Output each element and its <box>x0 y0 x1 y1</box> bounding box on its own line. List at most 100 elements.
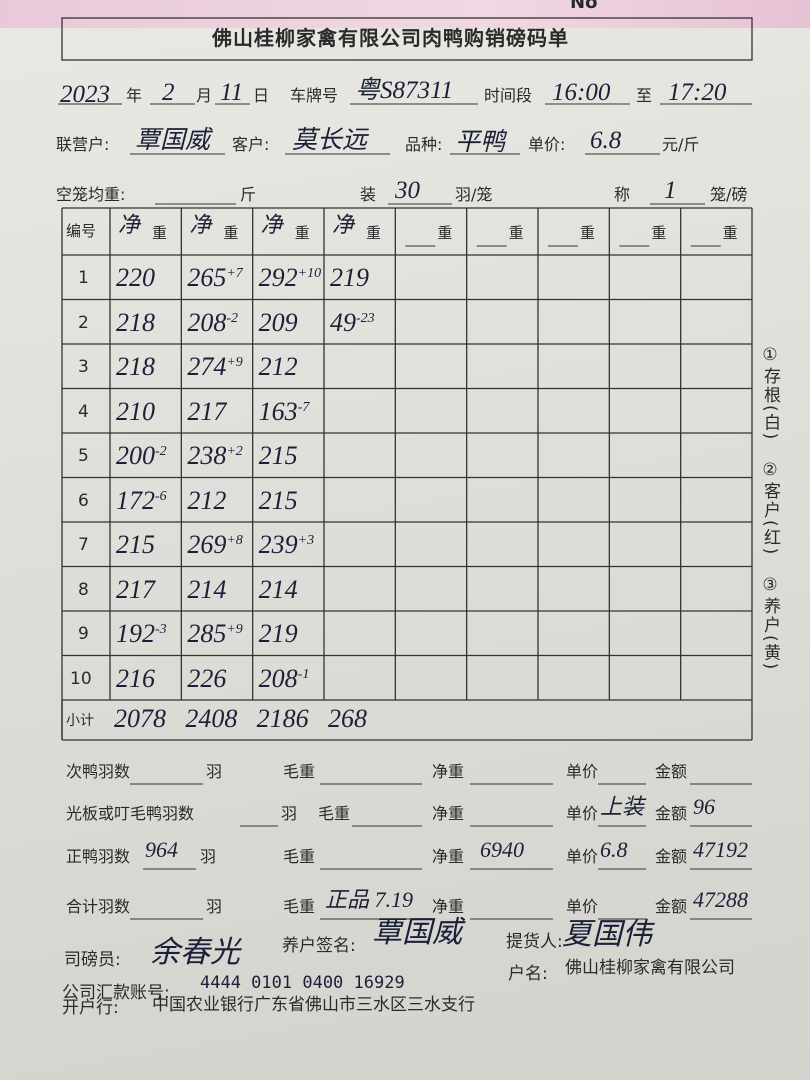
cell-value: 214 <box>187 574 227 604</box>
amount: 96 <box>693 794 715 819</box>
pack-unit: 羽/笼 <box>455 185 493 204</box>
form-title: 佛山桂柳家禽有限公司肉鸭购销磅码单 <box>212 26 569 50</box>
cell-value: 172-6 <box>116 485 167 515</box>
row-index: 5 <box>78 446 89 466</box>
row-index: 9 <box>78 624 89 644</box>
weigh: 1 <box>664 177 677 204</box>
cell-value: 208-2 <box>187 307 238 337</box>
amount-label: 金额 <box>655 847 688 866</box>
cell-value: 292+10 <box>258 263 322 292</box>
gross-label: 毛重 <box>283 762 316 781</box>
year-label: 年 <box>126 86 143 105</box>
column-label: 重 <box>366 224 382 242</box>
customer: 莫长远 <box>292 127 368 154</box>
cell-value: 219 <box>330 263 369 292</box>
cell-adjust: -3 <box>155 622 167 637</box>
price: 上装 <box>600 794 645 819</box>
year: 2023 <box>60 81 110 108</box>
subtotal-label: 小计 <box>66 713 94 729</box>
row-index: 10 <box>70 668 92 689</box>
row-index: 1 <box>78 268 89 288</box>
cell-adjust: -1 <box>297 666 310 682</box>
cell-value: 215 <box>258 485 298 515</box>
net: 6940 <box>480 837 524 862</box>
cell-value: 217 <box>187 396 227 426</box>
gross-label: 毛重 <box>283 847 316 866</box>
variety: 平鸭 <box>455 129 506 156</box>
subtotal-value: 2408 <box>185 704 238 733</box>
farmer: 覃国威 <box>372 916 462 949</box>
cell-value: 49-23 <box>330 307 375 337</box>
cell-value: 208-1 <box>258 663 310 693</box>
count-unit: 羽 <box>200 847 217 866</box>
side-note: ②客户(红) <box>760 460 780 557</box>
cell-adjust: +3 <box>297 533 315 548</box>
variety-label: 品种: <box>405 135 443 154</box>
weigh-unit: 笼/磅 <box>710 185 748 204</box>
bank: 中国农业银行广东省佛山市三水区三水支行 <box>152 995 475 1015</box>
cell-value: 192-3 <box>116 619 167 648</box>
cell-value: 210 <box>116 396 155 426</box>
cell-value: 215 <box>258 441 298 470</box>
amount-label: 金额 <box>655 897 688 916</box>
column-hand: 净 <box>118 212 141 237</box>
cell-value: 215 <box>116 530 155 559</box>
weigher-label: 司磅员: <box>64 950 121 970</box>
net-label: 净重 <box>432 804 465 823</box>
column-hand: 净 <box>260 212 283 237</box>
cell-adjust: -2 <box>226 310 238 326</box>
column-label: 重 <box>437 224 453 242</box>
amount: 47192 <box>693 837 748 862</box>
cell-adjust: +9 <box>226 355 243 370</box>
amount-label: 金额 <box>655 804 688 823</box>
column-hand: 净 <box>332 212 355 237</box>
pack: 30 <box>395 177 420 204</box>
cell-value: 216 <box>116 663 155 693</box>
amount-label: 金额 <box>655 762 688 781</box>
price-label: 单价 <box>566 762 599 781</box>
cell-value: 265+7 <box>187 263 243 292</box>
day: 11 <box>220 79 244 106</box>
column-hand: 净 <box>189 212 212 237</box>
subtotal-value: 2186 <box>256 704 309 733</box>
receiver-label: 提货人: <box>506 932 563 952</box>
amount: 47288 <box>693 887 748 912</box>
price-label: 单价 <box>566 804 599 823</box>
weigher: 余春光 <box>150 936 240 969</box>
count-label: 正鸭羽数 <box>66 847 131 866</box>
cell-value: 163-7 <box>258 396 310 426</box>
cage-weight-label: 空笼均重: <box>56 185 126 204</box>
cell-value: 218 <box>116 307 155 337</box>
cell-adjust: +7 <box>226 266 243 281</box>
cell-value: 238+2 <box>187 441 243 470</box>
row-index: 6 <box>78 490 89 511</box>
cell-adjust: +9 <box>226 622 243 637</box>
gross-label: 毛重 <box>318 804 351 823</box>
weigh-label: 称 <box>614 185 631 204</box>
day-label: 日 <box>253 86 270 105</box>
partner-label: 联营户: <box>56 135 110 154</box>
count-label: 次鸭羽数 <box>66 762 131 781</box>
column-label: 重 <box>508 224 524 242</box>
cell-adjust: +8 <box>226 533 243 548</box>
gross-label: 毛重 <box>283 897 316 916</box>
net-label: 净重 <box>432 847 465 866</box>
row-index: 2 <box>78 312 89 333</box>
count: 964 <box>145 837 178 862</box>
count-label: 光板或叮毛鸭羽数 <box>66 804 195 823</box>
month: 2 <box>162 79 175 106</box>
price-label: 单价 <box>566 847 599 866</box>
column-label: 重 <box>223 224 239 242</box>
partner: 覃国威 <box>135 127 211 154</box>
column-label: 重 <box>294 224 310 242</box>
time-from: 16:00 <box>552 79 611 106</box>
cell-value: 269+8 <box>187 530 243 559</box>
price-label: 单价: <box>528 135 566 154</box>
cell-value: 209 <box>258 307 298 337</box>
cage-weight-unit: 斤 <box>240 185 257 204</box>
cell-adjust: -7 <box>297 399 310 415</box>
price: 6.8 <box>590 127 622 154</box>
row-index: 7 <box>78 535 89 555</box>
cell-adjust: -6 <box>155 488 167 504</box>
